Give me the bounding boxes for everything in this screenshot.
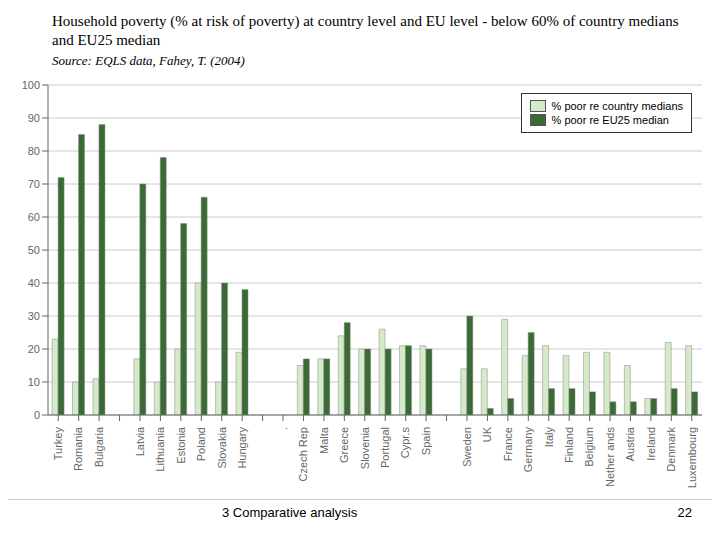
html-text:Household poverty (% at risk o: Household poverty (% at risk of poverty)… [52,13,679,48]
svg-text:Czech Rep: Czech Rep [297,427,309,481]
svg-text:Estonia: Estonia [175,426,187,464]
svg-text:0: 0 [34,409,40,421]
html-text:% poor re EU25 median: % poor re EU25 median [551,114,669,126]
svg-text:Germany: Germany [522,427,534,473]
svg-text:50: 50 [28,244,40,256]
svg-text:Nether ands: Nether ands [604,427,616,487]
svg-text:Sweden: Sweden [461,427,473,467]
svg-text:Turkey: Turkey [52,427,64,461]
svg-text:Latvia: Latvia [134,426,146,456]
svg-text:Portugal: Portugal [379,427,391,468]
html-text:Source: EQLS data, Fahey, T. (: Source: EQLS data, Fahey, T. (2004) [52,53,245,68]
svg-text:Hungary: Hungary [236,427,248,469]
svg-text:60: 60 [28,211,40,223]
svg-text:Slovakia: Slovakia [216,426,228,468]
svg-text:Belgium: Belgium [583,427,595,467]
svg-text:40: 40 [28,277,40,289]
svg-text:Finland: Finland [563,427,575,463]
svg-text:30: 30 [28,310,40,322]
svg-text:Malta: Malta [318,426,330,454]
svg-text:France: France [502,427,514,461]
svg-text:80: 80 [28,145,40,157]
svg-text:Cypr.s: Cypr.s [399,427,411,459]
svg-text:Poland: Poland [195,427,207,461]
svg-text:Lithuania: Lithuania [154,426,166,472]
svg-text:100: 100 [22,79,40,91]
svg-text:Slovenia: Slovenia [359,426,371,469]
svg-text:Romania: Romania [72,426,84,471]
svg-text:20: 20 [28,343,40,355]
svg-text:Denmark: Denmark [665,427,677,472]
svg-text:.: . [277,427,289,430]
svg-text:UK: UK [481,426,493,442]
svg-text:Austria: Austria [624,426,636,461]
svg-text:Spain: Spain [420,427,432,455]
svg-text:Italy: Italy [543,427,555,448]
svg-text:10: 10 [28,376,40,388]
html-text:22: 22 [677,505,692,520]
svg-text:90: 90 [28,112,40,124]
svg-text:70: 70 [28,178,40,190]
svg-text:Ireland: Ireland [645,427,657,461]
html-text:% poor re country medians: % poor re country medians [551,100,683,112]
svg-text:Greece: Greece [338,427,350,463]
html-text:3 Comparative analysis: 3 Comparative analysis [222,505,358,520]
svg-text:Bulgaria: Bulgaria [93,426,105,467]
svg-text:Luxembourg: Luxembourg [686,427,698,488]
